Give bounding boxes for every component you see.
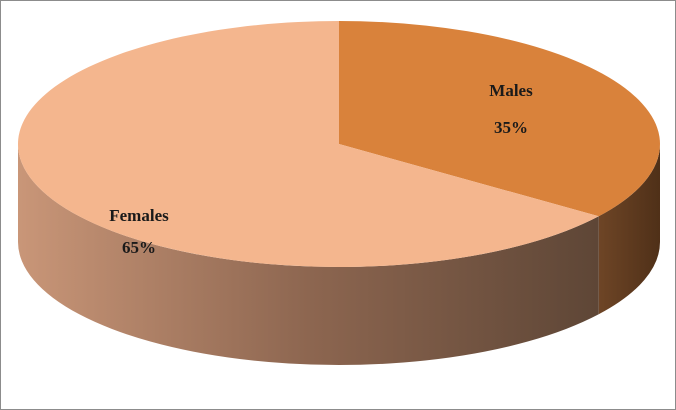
slice-value-label-males: 35% [494,118,528,137]
slice-name-label-females: Females [109,206,169,225]
pie-slice-males [339,21,660,217]
pie-labels: Males 35% Females 65% [109,81,533,257]
slice-name-label-males: Males [489,81,533,100]
pie-top-faces [17,21,660,267]
pie-side-walls [18,144,660,365]
pie-side-females [18,144,599,365]
pie-slice-females [17,21,599,267]
pie-side-males [598,144,660,315]
slice-value-label-females: 65% [122,238,156,257]
